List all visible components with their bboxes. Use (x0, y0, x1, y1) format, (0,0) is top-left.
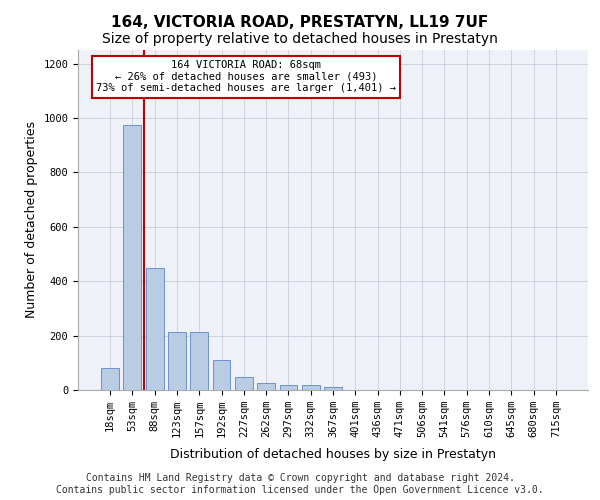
Bar (235, 377, 253, 390)
Bar (124, 125, 142, 390)
X-axis label: Distribution of detached houses by size in Prestatyn: Distribution of detached houses by size … (170, 448, 496, 462)
Bar (212, 360, 230, 390)
Bar (190, 332, 208, 390)
Y-axis label: Number of detached properties: Number of detached properties (25, 122, 38, 318)
Bar (168, 332, 186, 390)
Bar (101, 368, 119, 390)
Bar (302, 385, 320, 390)
Bar (257, 383, 275, 390)
Bar (324, 388, 342, 390)
Bar (146, 268, 164, 390)
Text: Contains HM Land Registry data © Crown copyright and database right 2024.
Contai: Contains HM Land Registry data © Crown c… (56, 474, 544, 495)
Text: Size of property relative to detached houses in Prestatyn: Size of property relative to detached ho… (102, 32, 498, 46)
Text: 164 VICTORIA ROAD: 68sqm
← 26% of detached houses are smaller (493)
73% of semi-: 164 VICTORIA ROAD: 68sqm ← 26% of detach… (97, 60, 397, 94)
Bar (280, 384, 298, 390)
Text: 164, VICTORIA ROAD, PRESTATYN, LL19 7UF: 164, VICTORIA ROAD, PRESTATYN, LL19 7UF (112, 15, 488, 30)
